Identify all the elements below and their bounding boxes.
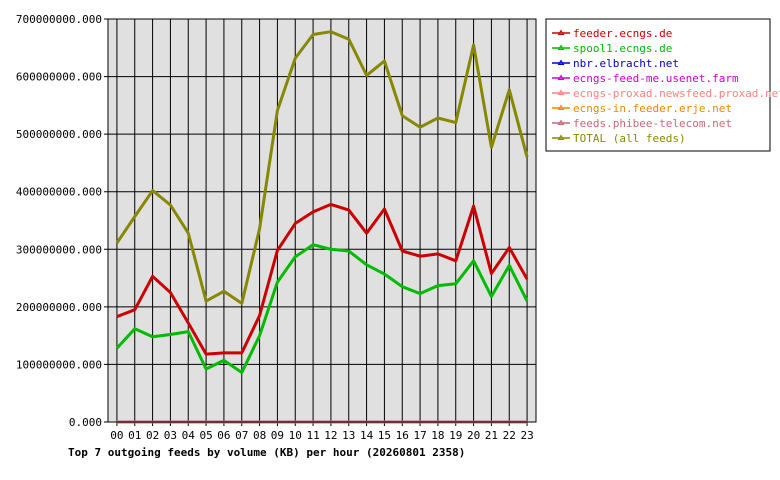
legend-marker (557, 74, 565, 80)
legend-marker (557, 59, 565, 65)
x-tick-label: 17 (413, 429, 426, 442)
series-line-feeder-ecngs-de (116, 202, 529, 356)
x-tick-label: 05 (199, 429, 212, 442)
x-tick-label: 23 (520, 429, 533, 442)
x-tick-label: 22 (503, 429, 516, 442)
x-tick-label: 19 (449, 429, 462, 442)
plot-area (108, 19, 536, 422)
y-tick-label: 200000000.000 (16, 301, 102, 314)
y-tick-label: 0.000 (69, 416, 102, 429)
legend-marker (557, 89, 565, 95)
x-tick-label: 09 (271, 429, 284, 442)
x-tick-label: 01 (128, 429, 141, 442)
x-tick-label: 20 (467, 429, 480, 442)
plot-frame (107, 18, 537, 423)
x-tick-label: 15 (378, 429, 391, 442)
x-axis-ticks: 00 01 02 03 04 05 06 07 08 09 10 11 12 13 14 15 16 17 18 19… (110, 429, 533, 442)
x-tick-label: 14 (360, 429, 374, 442)
legend-label: feeds.phibee-telecom.net (573, 117, 732, 130)
legend-item: spool1.ecngs.de (552, 42, 672, 55)
chart-title: Top 7 outgoing feeds by volume (KB) per … (68, 446, 465, 459)
legend-label: nbr.elbracht.net (573, 57, 679, 70)
y-tick-label: 700000000.000 (16, 13, 102, 26)
x-tick-label: 04 (182, 429, 196, 442)
legend-label: ecngs-proxad.newsfeed.proxad.net (573, 87, 780, 100)
legend-label: spool1.ecngs.de (573, 42, 672, 55)
y-tick-label: 600000000.000 (16, 71, 102, 84)
legend-marker (557, 134, 565, 140)
x-tick-label: 06 (217, 429, 230, 442)
legend-label: ecngs-feed-me.usenet.farm (573, 72, 739, 85)
x-tick-label: 18 (431, 429, 444, 442)
legend-marker (557, 119, 565, 125)
y-tick-label: 100000000.000 (16, 358, 102, 371)
x-tick-label: 16 (396, 429, 409, 442)
legend: feeder.ecngs.de spool1.ecngs.de nbr.elbrac… (545, 18, 780, 152)
legend-box (545, 18, 771, 152)
x-tick-label: 13 (342, 429, 355, 442)
x-tick-label: 12 (324, 429, 337, 442)
legend-items: feeder.ecngs.de spool1.ecngs.de nbr.elbrac… (552, 27, 780, 145)
legend-label: feeder.ecngs.de (573, 27, 672, 40)
legend-label: TOTAL (all feeds) (573, 132, 686, 145)
legend-marker (557, 44, 565, 50)
x-tick-label: 00 (110, 429, 123, 442)
x-tick-label: 03 (164, 429, 177, 442)
series-line-total-all-feeds- (115, 30, 529, 305)
x-tick-label: 02 (146, 429, 159, 442)
legend-label: ecngs-in.feeder.erje.net (573, 102, 732, 115)
legend-item: ecngs-feed-me.usenet.farm (552, 72, 739, 85)
legend-item: ecngs-in.feeder.erje.net (552, 102, 732, 115)
x-tick-label: 07 (235, 429, 248, 442)
grid (104, 18, 536, 426)
y-tick-label: 500000000.000 (16, 128, 102, 141)
legend-marker (557, 29, 565, 35)
x-tick-label: 21 (485, 429, 498, 442)
legend-item: TOTAL (all feeds) (552, 132, 686, 145)
legend-marker (557, 104, 565, 110)
x-tick-label: 10 (289, 429, 302, 442)
series-line-spool1-ecngs-de (115, 243, 529, 374)
legend-item: feeds.phibee-telecom.net (552, 117, 732, 130)
legend-item: ecngs-proxad.newsfeed.proxad.net (552, 87, 780, 100)
x-tick-label: 11 (306, 429, 319, 442)
y-tick-label: 300000000.000 (16, 243, 102, 256)
y-axis-ticks: 0.000 100000000.000 200000000.000 300000000… (16, 13, 102, 429)
x-tick-label: 08 (253, 429, 266, 442)
legend-item: feeder.ecngs.de (552, 27, 672, 40)
legend-item: nbr.elbracht.net (552, 57, 679, 70)
y-tick-label: 400000000.000 (16, 186, 102, 199)
